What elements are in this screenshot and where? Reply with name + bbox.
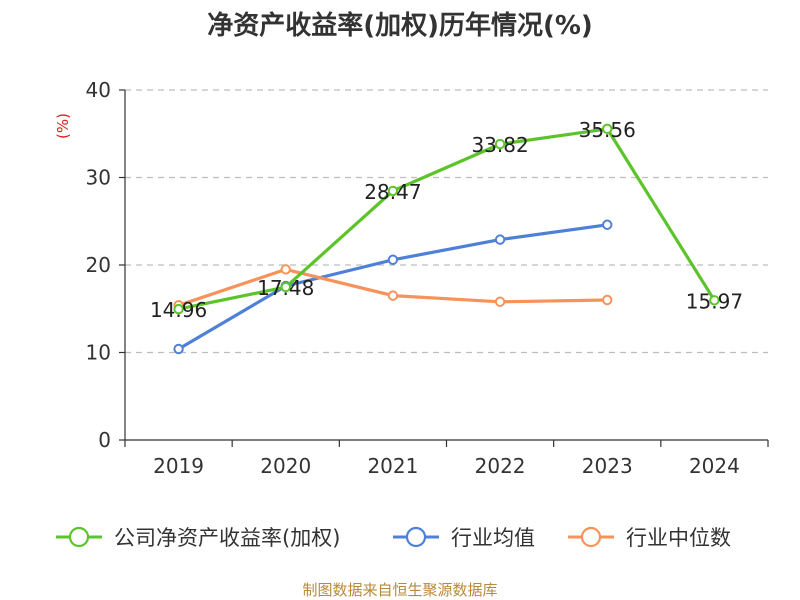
- data-point[interactable]: [173, 303, 184, 315]
- series-2: [173, 264, 613, 311]
- data-label: 33.82: [471, 133, 528, 157]
- data-point[interactable]: [494, 234, 506, 245]
- data-point[interactable]: [602, 219, 613, 230]
- data-label: 14.96: [150, 298, 207, 322]
- source-note: 制图数据来自恒生聚源数据库: [302, 581, 497, 599]
- chart-title: 净资产收益率(加权)历年情况(%): [207, 10, 593, 41]
- legend-marker: [68, 526, 90, 548]
- x-tick-label: 2021: [367, 454, 418, 478]
- x-tick-label: 2024: [689, 454, 740, 478]
- series-line: [177, 223, 608, 351]
- y-tick-label: 30: [86, 166, 111, 190]
- x-tick-label: 2023: [582, 454, 633, 478]
- y-tick-label: 20: [86, 253, 111, 277]
- data-point[interactable]: [387, 254, 399, 265]
- y-axis-label: (%): [54, 113, 72, 139]
- legend[interactable]: 公司净资产收益率(加权) 行业均值 行业中位数: [56, 526, 731, 550]
- legend-item[interactable]: 公司净资产收益率(加权): [56, 526, 340, 550]
- x-tick-label: 2022: [475, 454, 526, 478]
- series-group: [173, 123, 720, 355]
- data-point[interactable]: [602, 294, 613, 306]
- data-point[interactable]: [173, 343, 184, 355]
- y-tick-label: 40: [86, 78, 111, 102]
- data-label: 35.56: [579, 118, 636, 142]
- legend-marker: [405, 526, 427, 548]
- data-label: 15.97: [686, 289, 743, 313]
- data-point[interactable]: [280, 281, 291, 293]
- data-point[interactable]: [387, 185, 399, 197]
- data-point[interactable]: [387, 290, 399, 301]
- data-labels: 14.96 17.48 28.47 33.82 35.56 15.97: [150, 118, 743, 322]
- data-point[interactable]: [494, 138, 506, 150]
- series-0: [173, 123, 720, 315]
- series-line: [178, 127, 716, 311]
- data-point[interactable]: [602, 123, 613, 135]
- legend-item[interactable]: 行业中位数: [568, 526, 731, 550]
- y-tick-label: 0: [98, 428, 111, 452]
- data-point[interactable]: [494, 296, 506, 307]
- y-tick-label: 10: [86, 341, 111, 365]
- grid-lines: [125, 89, 768, 354]
- legend-label: 行业均值: [451, 526, 535, 550]
- data-label: 28.47: [364, 180, 421, 204]
- x-tick-label: 2019: [153, 454, 204, 478]
- series-1: [173, 219, 613, 355]
- x-tick-label: 2020: [260, 454, 311, 478]
- data-point[interactable]: [280, 264, 291, 275]
- legend-label: 公司净资产收益率(加权): [114, 526, 340, 550]
- data-point[interactable]: [709, 295, 720, 306]
- legend-label: 行业中位数: [626, 526, 731, 550]
- legend-marker: [580, 526, 602, 548]
- legend-item[interactable]: 行业均值: [393, 526, 535, 550]
- axes: 0 10 20 30 40 2019 2020 2021 2022 2023 2024: [86, 78, 769, 478]
- data-label: 17.48: [257, 276, 314, 300]
